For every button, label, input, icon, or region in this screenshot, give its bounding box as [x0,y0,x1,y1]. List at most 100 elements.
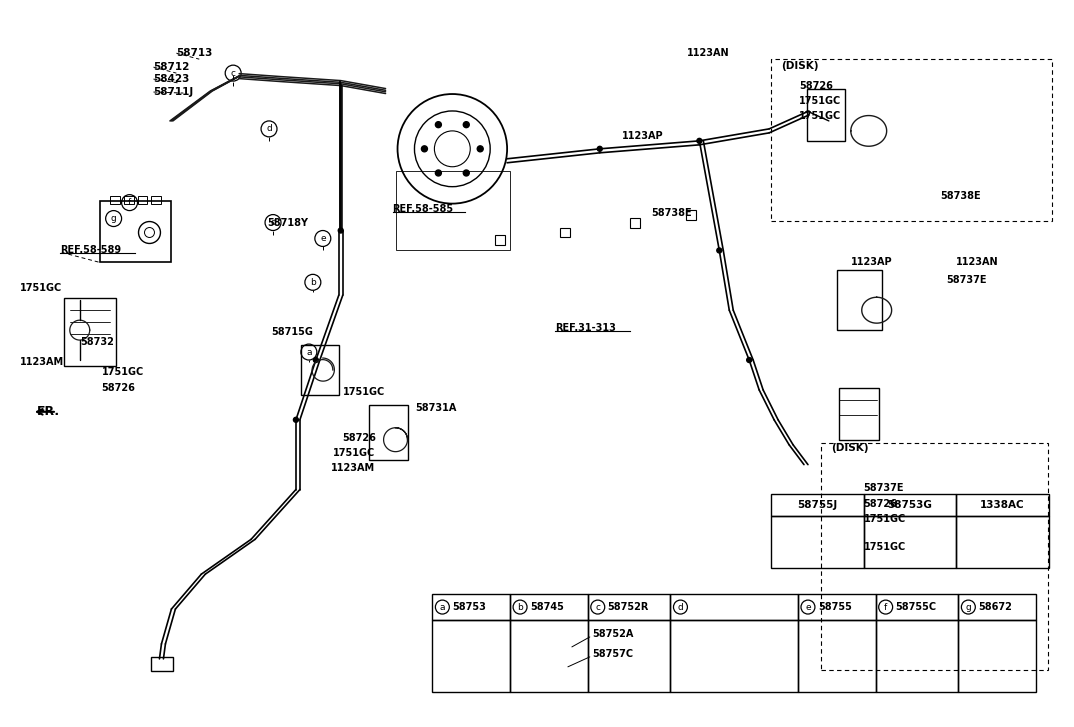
Bar [368,405,408,459]
Circle shape [477,146,483,152]
Bar [587,594,670,620]
Text: b: b [310,278,316,287]
Text: FR.: FR. [37,406,60,418]
Text: 58726: 58726 [343,433,377,443]
Text: 58726: 58726 [799,81,832,91]
Text: 1123AN: 1123AN [956,257,999,268]
Text: REF.58-589: REF.58-589 [60,246,121,255]
Bar [670,620,798,692]
Bar [110,196,119,204]
Text: 1123AP: 1123AP [622,131,664,141]
Circle shape [314,358,318,363]
Text: f: f [884,603,887,611]
Circle shape [435,121,441,128]
Bar [771,59,1053,220]
Bar [63,298,116,366]
Bar [670,594,798,620]
Bar [151,196,161,204]
Text: (DISK): (DISK) [831,443,869,453]
Text: 58745: 58745 [531,602,564,612]
Bar [587,620,670,692]
Bar [958,620,1036,692]
Text: c: c [595,603,600,611]
Text: 58726: 58726 [863,499,898,510]
Text: 1123AP: 1123AP [851,257,892,268]
Circle shape [697,138,702,143]
Circle shape [421,146,427,152]
Text: 1751GC: 1751GC [343,387,384,397]
Bar [863,494,956,516]
Bar [771,494,863,516]
Text: 58718Y: 58718Y [267,217,308,228]
Text: 58713: 58713 [176,48,213,58]
Text: 1751GC: 1751GC [102,367,144,377]
Text: 58738E: 58738E [652,208,692,217]
Bar [956,516,1049,569]
Text: 58757C: 58757C [592,649,633,659]
Bar [100,201,172,262]
Circle shape [746,358,752,363]
Bar [863,516,956,569]
Text: 58737E: 58737E [946,276,987,285]
Text: 58752R: 58752R [608,602,649,612]
Text: 1123AM: 1123AM [20,357,64,367]
Text: d: d [678,603,683,611]
Text: 58753G: 58753G [887,500,932,510]
Text: 1751GC: 1751GC [863,542,906,553]
Bar [798,620,875,692]
Text: 58732: 58732 [79,337,114,347]
Bar [433,594,510,620]
Text: f: f [128,198,131,207]
Text: 58726: 58726 [102,383,135,393]
Bar [560,228,570,238]
Text: 1123AM: 1123AM [331,462,375,473]
Text: g: g [966,603,971,611]
Text: 1751GC: 1751GC [799,111,841,121]
Text: 58752A: 58752A [592,629,634,639]
Circle shape [463,121,469,128]
Text: a: a [306,348,311,356]
Text: 1751GC: 1751GC [863,515,906,524]
Bar [124,196,133,204]
Bar [629,217,640,228]
Circle shape [716,248,722,253]
Bar [958,594,1036,620]
Bar [686,209,696,220]
Text: 58755C: 58755C [896,602,937,612]
Bar [433,620,510,692]
Text: 58731A: 58731A [416,403,456,413]
Text: 58712: 58712 [154,62,190,72]
Text: 58755J: 58755J [797,500,837,510]
Bar [510,620,587,692]
Bar [798,594,875,620]
Text: REF.31-313: REF.31-313 [555,323,615,333]
Text: e: e [806,603,811,611]
Bar [807,89,845,141]
Text: 58423: 58423 [154,74,190,84]
Text: REF.58-585: REF.58-585 [393,204,453,214]
Text: e: e [320,234,325,243]
Bar [839,388,879,440]
Circle shape [597,146,603,151]
Bar [151,657,173,671]
Text: b: b [518,603,523,611]
Bar [875,594,958,620]
Text: 1751GC: 1751GC [799,96,841,106]
Bar [956,494,1049,516]
Circle shape [293,417,299,422]
Bar [771,516,863,569]
Text: d: d [271,218,276,227]
Text: 1751GC: 1751GC [20,284,62,293]
Text: c: c [231,68,235,78]
Bar [510,594,587,620]
Text: 58753: 58753 [452,602,487,612]
Circle shape [338,228,344,233]
Text: 58737E: 58737E [863,483,904,492]
Text: g: g [111,214,116,223]
Text: 1751GC: 1751GC [333,448,375,458]
Bar [495,236,505,246]
Text: a: a [439,603,445,611]
Text: d: d [266,124,272,133]
Bar [395,171,510,250]
Bar [875,620,958,692]
